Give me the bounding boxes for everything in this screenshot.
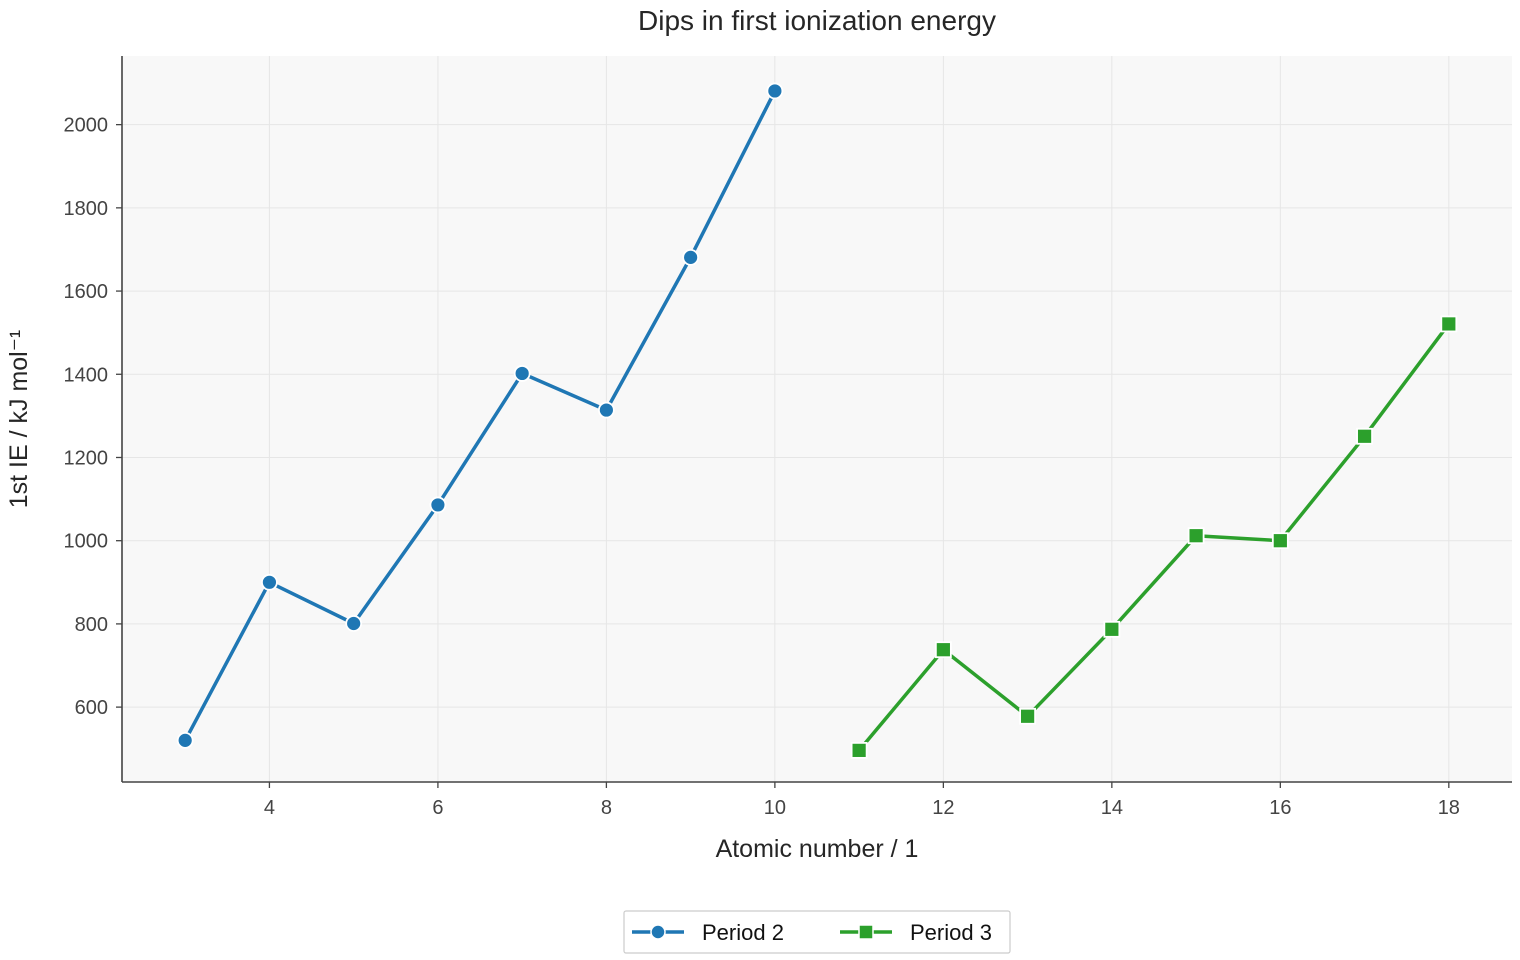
legend-marker: [650, 924, 666, 940]
data-point: [1103, 620, 1121, 638]
legend-box: [623, 910, 1011, 954]
data-point: [345, 615, 363, 632]
y-tick-label: 1600: [64, 281, 109, 303]
data-point: [682, 248, 700, 266]
data-point: [1271, 532, 1289, 550]
x-tick-label: 18: [1438, 797, 1460, 819]
data-point: [176, 731, 194, 749]
plot-area: [122, 56, 1512, 782]
ticks-layer: 4 6 8 10 12 14 16 18 600 800 1000 1200 1400 1600 1800 2…: [64, 115, 1460, 819]
x-tick-label: 6: [432, 797, 443, 819]
legend-marker: [858, 924, 874, 940]
legend-label: Period 3: [910, 920, 992, 945]
data-point: [1019, 707, 1037, 725]
y-tick-label: 1800: [64, 198, 109, 220]
x-tick-label: 4: [264, 797, 275, 819]
data-point: [597, 401, 615, 419]
y-tick-label: 800: [75, 614, 108, 636]
y-tick-label: 2000: [64, 115, 109, 137]
data-point: [850, 741, 868, 759]
data-point: [513, 365, 531, 382]
data-point: [261, 573, 278, 591]
y-tick-label: 600: [75, 697, 108, 719]
data-point: [1440, 315, 1458, 333]
series-layer: [176, 82, 1458, 759]
x-tick-label: 14: [1101, 797, 1123, 819]
legend: Period 2 Period 3: [623, 910, 1011, 954]
data-point: [1187, 527, 1205, 545]
y-axis-label: 1st IE / kJ mol⁻¹: [5, 330, 33, 509]
x-axis-label: Atomic number / 1: [716, 835, 919, 863]
series-period-3: [850, 315, 1458, 759]
series-line-period-3: [857, 322, 1451, 753]
x-tick-label: 10: [764, 797, 786, 819]
legend-item-period-2: Period 2: [632, 920, 784, 945]
legend-items: Period 2 Period 3: [632, 920, 992, 945]
legend-label: Period 2: [702, 920, 784, 945]
data-point: [934, 641, 952, 659]
y-tick-label: 1200: [64, 447, 109, 469]
data-point: [766, 82, 784, 100]
series-line-period-2: [183, 89, 777, 743]
legend-item-period-3: Period 3: [840, 920, 992, 945]
x-tick-label: 12: [932, 797, 954, 819]
y-tick-label: 1000: [64, 531, 109, 553]
data-point: [429, 496, 447, 514]
grid-layer: [122, 56, 1512, 782]
data-point: [1356, 427, 1373, 445]
x-tick-label: 8: [601, 797, 612, 819]
y-tick-label: 1400: [64, 364, 109, 386]
x-tick-label: 16: [1269, 797, 1291, 819]
series-period-2: [176, 82, 784, 749]
chart-title: Dips in first ionization energy: [638, 5, 996, 36]
